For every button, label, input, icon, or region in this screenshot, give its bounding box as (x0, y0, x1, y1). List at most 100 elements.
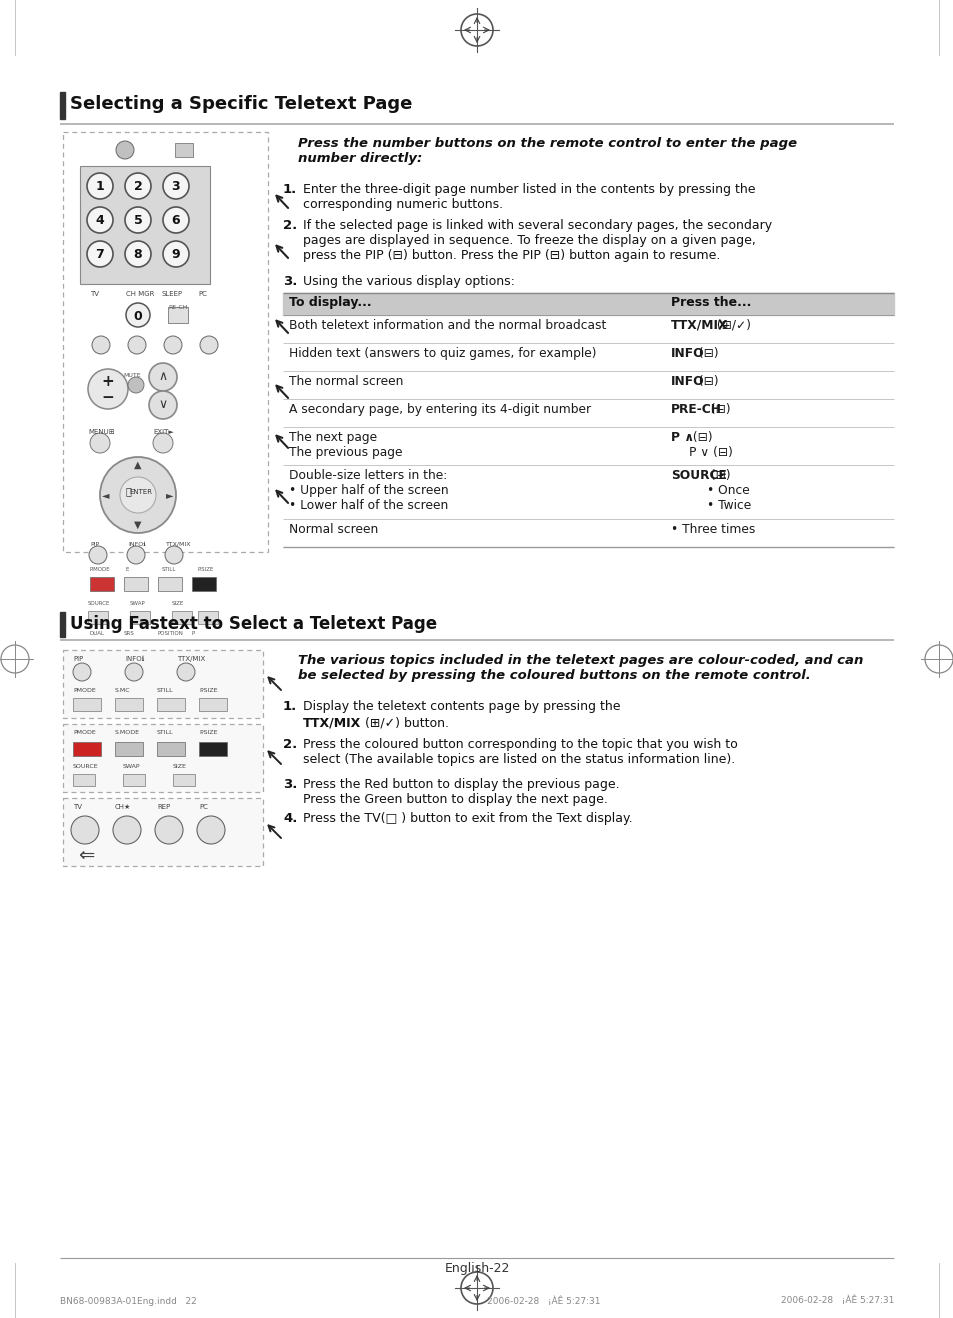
Text: P.SIZE: P.SIZE (199, 688, 217, 693)
Circle shape (90, 434, 110, 453)
Text: EXIT►: EXIT► (152, 428, 173, 435)
Text: ⓔ: ⓔ (125, 486, 131, 496)
Text: A secondary page, by entering its 4-digit number: A secondary page, by entering its 4-digi… (289, 403, 591, 416)
Circle shape (89, 546, 107, 564)
Circle shape (200, 336, 218, 355)
Bar (192, 577, 215, 590)
Text: STILL: STILL (162, 567, 176, 572)
Text: Using the various display options:: Using the various display options: (303, 275, 515, 289)
Text: TTX/MIX: TTX/MIX (303, 716, 361, 729)
Bar (73, 742, 101, 757)
Text: 3.: 3. (283, 275, 297, 289)
Bar (157, 699, 185, 710)
Circle shape (126, 303, 150, 327)
Text: 2006-02-28   ¡ÀÊ 5:27:31: 2006-02-28 ¡ÀÊ 5:27:31 (780, 1296, 893, 1305)
Circle shape (127, 546, 145, 564)
Text: INFO: INFO (670, 347, 703, 360)
Bar (123, 774, 145, 786)
Bar (88, 612, 108, 623)
Text: PIP: PIP (90, 542, 99, 547)
Text: SRS: SRS (124, 631, 134, 637)
FancyBboxPatch shape (63, 724, 263, 792)
Text: PC: PC (199, 804, 208, 811)
Text: DUAL: DUAL (90, 631, 105, 637)
Text: (⊞/✓): (⊞/✓) (712, 319, 750, 332)
FancyBboxPatch shape (63, 650, 263, 718)
Text: English-22: English-22 (444, 1263, 509, 1275)
Text: 1.: 1. (283, 183, 297, 196)
Circle shape (165, 546, 183, 564)
Text: SOURCE: SOURCE (670, 469, 726, 482)
Text: ENTER: ENTER (130, 489, 152, 496)
Text: TTX/MIX: TTX/MIX (166, 542, 192, 547)
Circle shape (88, 369, 128, 409)
Bar (73, 699, 101, 710)
Circle shape (73, 663, 91, 681)
Circle shape (87, 241, 112, 268)
Text: P: P (192, 631, 195, 637)
Bar (172, 774, 194, 786)
Bar (168, 307, 188, 323)
Text: (⊟): (⊟) (706, 403, 730, 416)
Text: +: + (102, 373, 114, 389)
Text: PMODE: PMODE (73, 688, 95, 693)
Text: Press the TV(□ ) button to exit from the Text display.: Press the TV(□ ) button to exit from the… (303, 812, 632, 825)
Text: PMODE: PMODE (73, 730, 95, 735)
Circle shape (154, 816, 183, 844)
Bar (283, 293, 893, 315)
Text: −: − (102, 390, 114, 405)
Text: The next page
The previous page: The next page The previous page (289, 431, 402, 459)
Circle shape (149, 391, 177, 419)
Bar (60, 612, 65, 637)
Text: SIZE: SIZE (172, 601, 184, 606)
Circle shape (163, 207, 189, 233)
Text: 4: 4 (95, 215, 104, 228)
Bar (199, 742, 227, 757)
Text: TV: TV (90, 291, 99, 297)
Text: (⊟): (⊟) (694, 376, 718, 387)
Circle shape (163, 241, 189, 268)
Text: (⊟)
• Once
• Twice: (⊟) • Once • Twice (706, 469, 750, 511)
Text: ∨: ∨ (158, 398, 168, 411)
Text: TTX/MIX: TTX/MIX (670, 319, 727, 332)
Circle shape (87, 173, 112, 199)
Text: TTX/MIX: TTX/MIX (177, 656, 205, 662)
Circle shape (120, 477, 156, 513)
Bar (115, 742, 143, 757)
Text: Display the teletext contents page by pressing the: Display the teletext contents page by pr… (303, 700, 619, 713)
Text: INFO: INFO (670, 376, 703, 387)
Circle shape (196, 816, 225, 844)
Circle shape (91, 336, 110, 355)
Text: (⊞/✓) button.: (⊞/✓) button. (360, 716, 449, 729)
Text: 7: 7 (95, 249, 104, 261)
Circle shape (177, 663, 194, 681)
Circle shape (128, 377, 144, 393)
Text: Press the number buttons on the remote control to enter the page
number directly: Press the number buttons on the remote c… (297, 137, 797, 165)
Text: STILL: STILL (157, 688, 173, 693)
Text: POSITION: POSITION (158, 631, 184, 637)
Text: ⇐: ⇐ (78, 846, 94, 865)
Text: SWAP: SWAP (130, 601, 146, 606)
Text: P.SIZE: P.SIZE (198, 567, 214, 572)
Text: RE-CH: RE-CH (168, 304, 188, 310)
Circle shape (125, 663, 143, 681)
Text: The normal screen: The normal screen (289, 376, 403, 387)
Text: SIZE: SIZE (172, 764, 187, 768)
Text: INFOℹ: INFOℹ (128, 542, 146, 547)
Text: Hidden text (answers to quiz games, for example): Hidden text (answers to quiz games, for … (289, 347, 596, 360)
Text: ►: ► (166, 490, 173, 500)
Circle shape (125, 207, 151, 233)
Circle shape (152, 434, 172, 453)
Text: SOURCE: SOURCE (88, 601, 111, 606)
Text: 2.: 2. (283, 738, 297, 751)
Text: PIP: PIP (73, 656, 83, 662)
Text: PC: PC (198, 291, 207, 297)
Text: The various topics included in the teletext pages are colour-coded, and can
be s: The various topics included in the telet… (297, 654, 862, 681)
Text: 2: 2 (133, 181, 142, 194)
Text: P.SIZE: P.SIZE (199, 730, 217, 735)
Bar (90, 577, 113, 590)
Text: Press the...: Press the... (670, 297, 750, 308)
Text: 9: 9 (172, 249, 180, 261)
Text: Enter the three-digit page number listed in the contents by pressing the
corresp: Enter the three-digit page number listed… (303, 183, 755, 211)
Bar (157, 742, 185, 757)
